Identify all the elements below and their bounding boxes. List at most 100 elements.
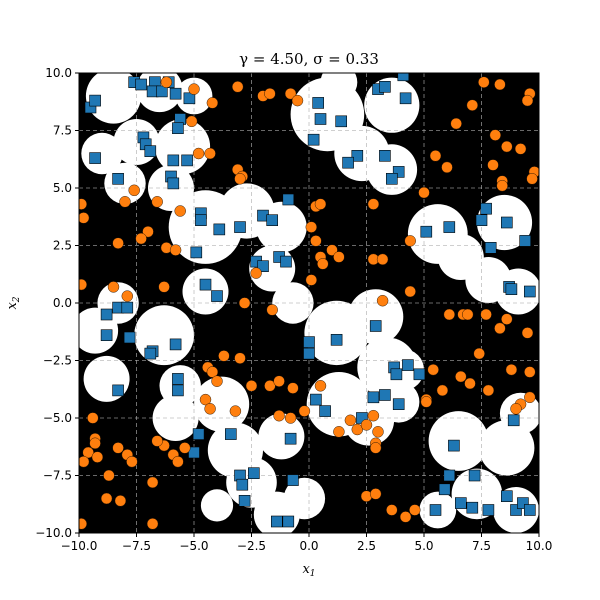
point-square-58 [100,308,113,321]
point-circle-115 [89,437,101,449]
x-axis-label-sub: 1 [310,569,316,579]
point-circle-129 [172,456,184,468]
point-square-103 [510,504,522,516]
point-square-1 [135,78,147,91]
point-square-91 [287,474,299,486]
point-square-22 [314,113,327,125]
x-tick-label-6: 5.0 [414,539,433,553]
point-square-9 [89,94,101,107]
y-axis-label-sub: 2 [12,296,22,303]
point-circle-3 [231,81,244,93]
y-tick-label-1: −7.5 [43,469,72,483]
point-square-84 [225,428,237,440]
point-square-78 [319,405,331,417]
point-square-52 [500,216,513,229]
point-circle-50 [450,117,462,130]
point-square-98 [454,497,467,509]
point-square-61 [100,329,113,342]
point-circle-89 [370,488,382,500]
point-circle-0 [160,76,173,88]
point-circle-76 [273,410,285,422]
point-square-72 [303,347,315,360]
point-square-65 [169,338,182,351]
point-square-71 [303,336,315,348]
point-square-51 [480,202,492,215]
point-square-21 [312,97,325,109]
point-square-85 [284,432,297,445]
point-square-32 [392,166,405,178]
point-square-99 [500,490,513,503]
point-circle-21 [169,244,182,256]
point-circle-8 [185,115,198,128]
point-square-6 [169,87,182,100]
point-square-25 [379,81,391,93]
point-circle-63 [526,173,538,185]
white-region-39 [258,413,305,460]
point-circle-96 [436,384,449,397]
point-square-62 [123,331,136,344]
white-region-42 [283,477,326,520]
point-circle-13 [128,184,140,197]
point-circle-40 [305,274,317,286]
point-circle-125 [146,476,159,489]
x-tick-label-7: 7.5 [472,539,491,553]
point-square-77 [310,393,322,406]
point-circle-38 [326,244,338,256]
point-square-106 [507,414,520,427]
point-circle-80 [333,426,345,438]
point-square-53 [519,235,532,247]
white-region-15 [256,201,307,253]
point-circle-72 [245,380,258,392]
point-circle-69 [199,393,212,406]
y-tick-label-8: 10.0 [45,66,72,80]
point-circle-91 [399,511,412,523]
point-square-57 [523,285,536,298]
point-circle-27 [79,278,87,291]
point-circle-15 [119,196,131,208]
point-circle-65 [234,352,246,364]
point-square-30 [342,156,354,169]
y-tick-label-5: 2.5 [53,239,72,253]
point-circle-18 [112,237,124,249]
point-circle-122 [126,456,138,468]
point-circle-79 [314,380,327,392]
point-circle-131 [146,518,159,530]
x-axis-label: x1 [302,562,315,579]
point-square-92 [270,515,283,528]
point-circle-41 [367,198,380,210]
point-circle-123 [100,492,113,505]
point-square-105 [523,504,536,516]
point-circle-9 [192,147,205,160]
point-square-76 [413,368,426,381]
point-square-17 [181,154,193,167]
point-square-36 [213,223,226,236]
point-circle-104 [510,403,522,415]
point-square-50 [475,214,488,226]
point-circle-48 [429,150,442,162]
point-circle-35 [310,235,322,247]
point-square-104 [517,497,529,509]
point-square-16 [167,154,180,167]
point-square-68 [112,384,124,397]
point-circle-58 [514,143,527,155]
point-circle-26 [79,212,90,224]
point-circle-83 [360,419,373,431]
point-square-82 [392,398,405,411]
point-circle-6 [284,87,297,100]
point-circle-57 [501,140,513,153]
point-square-66 [172,373,184,385]
point-square-88 [248,467,260,480]
point-square-93 [282,515,295,528]
point-square-67 [172,384,184,397]
y-tick-label-0: −10.0 [35,526,72,540]
point-square-33 [385,173,398,185]
x-tick-label-0: −10.0 [61,539,98,553]
point-circle-111 [480,308,492,321]
point-square-100 [466,501,479,514]
point-square-70 [369,320,382,332]
point-square-94 [448,439,460,452]
point-square-90 [238,494,251,507]
point-square-96 [468,469,481,482]
point-square-5 [156,85,168,98]
point-circle-107 [521,327,534,339]
